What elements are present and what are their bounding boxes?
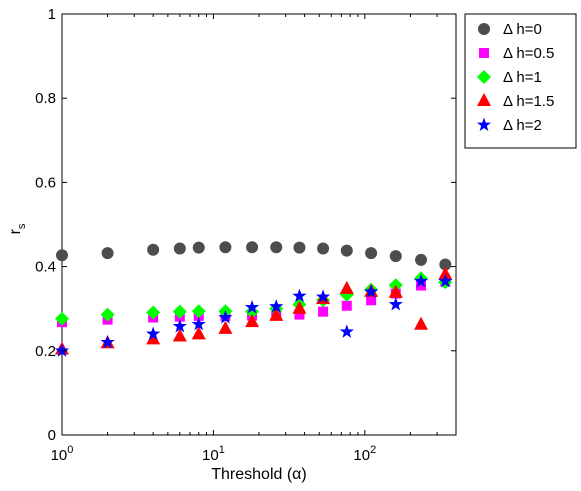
legend-marker-1 [479,48,489,58]
y-tick-label: 0.6 [35,174,56,191]
legend-marker-2 [477,70,491,84]
point-series-0-14 [439,258,452,271]
point-series-1-9 [318,306,329,317]
point-series-0-4 [192,241,205,254]
point-series-4-6 [244,299,260,314]
legend: Δ h=0 Δ h=0.5 Δ h=1 Δ h=1.5 Δ h=2 [464,13,577,149]
y-axis-label-subscript: s [16,223,28,229]
point-series-0-13 [415,253,428,266]
point-series-3-4 [191,326,206,340]
point-series-3-3 [172,328,187,342]
point-series-4-4 [191,316,206,331]
point-series-3-7 [269,307,284,321]
point-series-0-5 [219,241,232,254]
point-series-2-6 [245,304,260,319]
x-axis-label: Threshold (α) [211,466,307,483]
data-marks [54,241,453,357]
point-series-2-1 [100,307,115,322]
legend-items: Δ h=0 Δ h=0.5 Δ h=1 Δ h=1.5 Δ h=2 [476,21,554,134]
point-series-3-10 [339,280,354,294]
legend-marker-3 [477,93,491,106]
point-series-4-12 [388,296,403,311]
y-tick-label: 0.2 [35,343,56,360]
y-axis: 0 0.2 0.4 0.6 0.8 1 [35,6,456,444]
point-series-2-4 [191,304,206,319]
y-tick-label: 0.8 [35,90,56,107]
x-tick-exponent: 2 [370,444,376,456]
x-tick-base: 10 [202,447,219,464]
legend-label-0: Δ h=0 [503,21,542,38]
y-axis-label-main: r [7,228,24,234]
point-series-4-0 [54,343,70,357]
point-series-0-2 [147,243,160,256]
point-series-0-1 [101,247,114,260]
point-series-0-10 [340,244,353,257]
point-series-2-2 [146,305,161,320]
x-tick-base: 10 [51,447,68,464]
point-series-4-5 [218,310,233,324]
point-series-4-1 [100,334,115,349]
point-series-4-2 [146,326,161,341]
point-series-0-12 [389,250,402,263]
y-axis-label: rs [7,223,28,234]
point-series-3-2 [146,331,161,345]
point-series-0-7 [270,241,283,254]
x-tick-exponent: 0 [67,444,73,456]
point-series-1-8 [294,309,305,320]
point-series-0-8 [293,241,306,254]
point-series-4-13 [413,273,429,288]
point-series-2-3 [172,304,187,319]
point-series-4-14 [438,273,453,288]
x-tick-exponent: 1 [219,444,225,456]
legend-label-3: Δ h=1.5 [503,93,554,110]
point-series-0-9 [317,242,330,255]
y-tick-label: 0 [48,427,56,444]
x-axis: 100 101 102 [51,14,457,464]
y-tick-label: 1 [48,6,56,23]
point-series-4-8 [292,288,307,303]
point-series-3-6 [245,314,260,328]
point-series-4-3 [172,318,187,333]
point-series-0-0 [56,249,68,262]
point-series-1-11 [366,295,377,306]
plot-area [61,13,457,436]
legend-label-4: Δ h=2 [503,117,542,134]
point-series-4-10 [339,324,354,338]
point-series-2-0 [55,311,69,326]
point-series-3-8 [292,300,307,314]
legend-label-2: Δ h=1 [503,69,542,86]
x-tick-label: 101 [202,444,225,464]
legend-marker-0 [478,23,490,35]
x-tick-label: 100 [51,444,74,464]
point-series-1-10 [341,300,352,311]
legend-label-1: Δ h=0.5 [503,45,554,62]
point-series-4-7 [269,299,284,313]
x-tick-base: 10 [353,447,370,464]
point-series-3-14 [438,266,453,280]
point-series-1-13 [416,280,427,291]
point-series-4-11 [363,284,379,298]
x-tick-label: 102 [353,444,376,464]
point-series-3-5 [218,320,233,334]
point-series-0-11 [365,247,378,260]
point-series-0-3 [173,242,186,255]
y-tick-label: 0.4 [35,259,56,276]
point-series-0-6 [246,241,259,254]
point-series-4-9 [315,289,331,303]
legend-marker-4 [476,117,492,132]
point-series-3-12 [388,284,403,298]
point-series-3-13 [414,316,429,330]
